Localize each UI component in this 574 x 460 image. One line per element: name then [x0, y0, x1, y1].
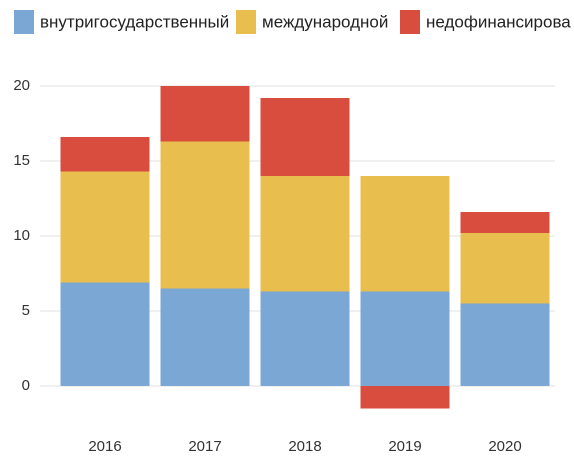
bar-segment [360, 176, 450, 292]
legend-label: внутригосударственный [40, 12, 229, 31]
bar-segment [160, 141, 250, 289]
x-tick-label: 2019 [388, 438, 421, 455]
bar-segment [60, 171, 150, 283]
bar-segment [60, 282, 150, 386]
legend-label: недофинансирова [426, 12, 571, 31]
bar-segment [160, 86, 250, 142]
bar-segment [60, 137, 150, 172]
legend-swatch [14, 10, 34, 34]
x-tick-label: 2020 [488, 438, 521, 455]
bar-segment [160, 288, 250, 386]
bar-segment [260, 291, 350, 386]
bar-segment [260, 98, 350, 176]
y-tick-label: 15 [13, 152, 30, 169]
legend-swatch [400, 10, 420, 34]
bar-segment [360, 291, 450, 386]
x-tick-label: 2017 [188, 438, 221, 455]
x-tick-label: 2016 [88, 438, 121, 455]
y-tick-label: 10 [13, 227, 30, 244]
legend-swatch [236, 10, 256, 34]
bar-segment [460, 233, 550, 304]
bar-segment [460, 303, 550, 386]
bar-segment [360, 386, 450, 409]
y-tick-label: 5 [22, 302, 30, 319]
bar-segment [260, 176, 350, 292]
bar-segment [460, 212, 550, 233]
x-tick-label: 2018 [288, 438, 321, 455]
legend-label: международной [262, 12, 388, 31]
y-tick-label: 0 [22, 377, 30, 394]
y-tick-label: 20 [13, 77, 30, 94]
